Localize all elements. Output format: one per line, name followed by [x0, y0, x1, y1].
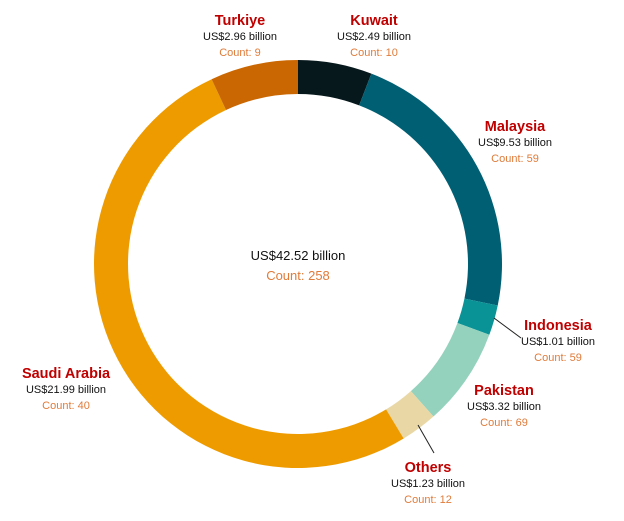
label-amount: US$3.32 billion: [467, 401, 541, 413]
slice-turkiye: [211, 60, 298, 110]
label-amount: US$1.01 billion: [521, 336, 595, 348]
label-name: Pakistan: [474, 383, 534, 399]
slice-malaysia: [359, 73, 503, 306]
label-count: Count: 12: [404, 494, 452, 506]
label-saudi-arabia: Saudi Arabia US$21.99 billion Count: 40: [6, 366, 126, 414]
leader-line-indonesia: [493, 317, 522, 339]
label-indonesia: Indonesia US$1.01 billion Count: 59: [498, 318, 618, 366]
slice-others: [386, 391, 434, 439]
label-name: Kuwait: [350, 13, 398, 29]
leader-lines: [417, 317, 522, 454]
label-name: Saudi Arabia: [21, 366, 111, 382]
label-amount: US$2.49 billion: [337, 31, 411, 43]
label-count: Count: 59: [534, 352, 582, 364]
center-summary: US$42.52 billion Count: 258: [198, 246, 398, 286]
label-count: Count: 69: [480, 417, 528, 429]
center-count: Count: 258: [266, 268, 330, 283]
label-amount: US$2.96 billion: [203, 31, 277, 43]
label-amount: US$21.99 billion: [25, 384, 107, 396]
label-amount: US$1.23 billion: [391, 478, 465, 490]
label-kuwait: Kuwait US$2.49 billion Count: 10: [314, 13, 434, 61]
slice-pakistan: [410, 322, 490, 417]
label-pakistan: Pakistan US$3.32 billion Count: 69: [444, 383, 564, 431]
label-turkiye: Turkiye US$2.96 billion Count: 9: [180, 13, 300, 61]
label-count: Count: 10: [350, 47, 398, 59]
center-total: US$42.52 billion: [250, 248, 346, 263]
label-name: Turkiye: [214, 13, 266, 29]
label-count: Count: 40: [42, 400, 90, 412]
label-count: Count: 59: [491, 153, 539, 165]
slice-saudi-arabia: [93, 79, 404, 469]
slice-kuwait: [298, 60, 372, 106]
label-count: Count: 9: [219, 47, 261, 59]
label-others: Others US$1.23 billion Count: 12: [368, 460, 488, 508]
leader-line-others: [417, 424, 435, 454]
label-malaysia: Malaysia US$9.53 billion Count: 59: [455, 119, 575, 167]
label-name: Others: [404, 460, 452, 476]
label-name: Indonesia: [524, 318, 592, 334]
slice-indonesia: [457, 298, 498, 335]
donut-slices: [93, 60, 503, 469]
label-amount: US$9.53 billion: [478, 137, 552, 149]
label-name: Malaysia: [484, 119, 546, 135]
